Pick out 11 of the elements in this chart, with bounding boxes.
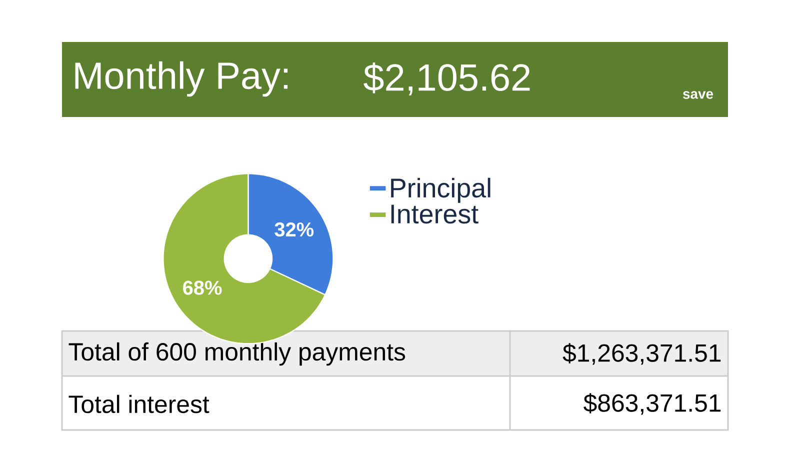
data-label: 68% — [183, 280, 222, 295]
text: save — [682, 91, 714, 99]
text: $863,371.51 — [584, 393, 721, 415]
text: Total of 600 monthly payments — [68, 342, 406, 366]
data-label: 32% — [274, 222, 314, 237]
text: Total interest — [68, 394, 210, 414]
legend-label: Principal — [391, 178, 490, 203]
legend-label: Interest — [391, 204, 478, 224]
chart-subtitle: $2,105.62 — [364, 62, 530, 96]
chart-title: Monthly Pay: — [75, 61, 288, 97]
text: $1,263,371.51 — [562, 343, 721, 365]
